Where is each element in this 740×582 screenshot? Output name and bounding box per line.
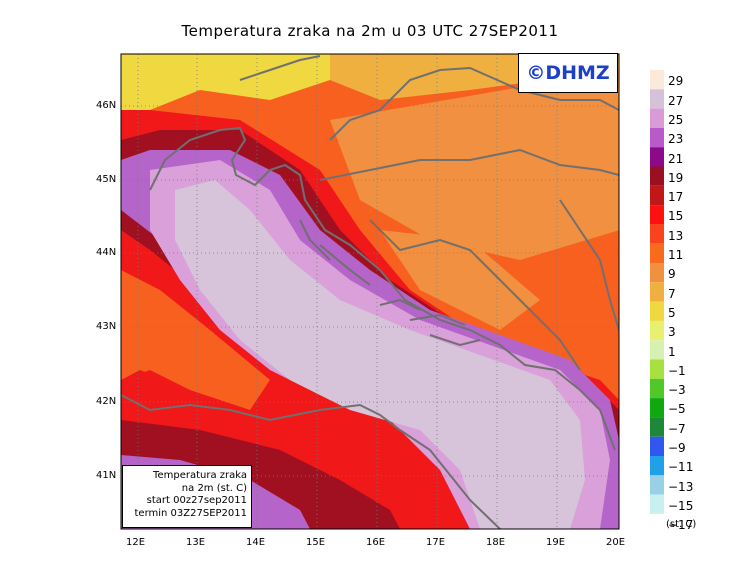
colorbar-label: 29 [668, 74, 684, 89]
colorbar-label: 5 [668, 305, 676, 320]
colorbar-swatch [650, 147, 664, 167]
colorbar-swatch [650, 417, 664, 437]
info-line-2: na 2m (st. C) [181, 482, 247, 494]
colorbar-label: −5 [668, 402, 686, 417]
colorbar-swatch [650, 301, 664, 321]
colorbar-swatch [650, 89, 664, 109]
info-line-3: start 00z27sep2011 [146, 495, 247, 506]
colorbar-unit: (st. C) [666, 519, 697, 530]
colorbar-label: 19 [668, 170, 684, 185]
y-tick-45n: 45N [96, 174, 117, 185]
coastline [121, 55, 619, 529]
colorbar-label: −13 [668, 479, 694, 494]
colorbar-label: 7 [668, 286, 676, 301]
colorbar-label: 9 [668, 267, 676, 282]
colorbar-swatch [650, 378, 664, 399]
colorbar-label: 1 [668, 344, 676, 359]
map-title: Temperatura zraka na 2m u 03 UTC 27SEP20… [181, 22, 559, 40]
colorbar-label: −17 [668, 518, 694, 533]
x-tick-16e: 16E [366, 537, 386, 548]
map-field [121, 54, 619, 529]
x-tick-20e: 20E [606, 537, 626, 548]
colorbar-swatch [650, 263, 664, 283]
colorbar-swatch [650, 359, 664, 379]
colorbar-swatch [650, 456, 664, 476]
colorbar-label: −7 [668, 421, 686, 436]
colorbar-swatch [650, 320, 664, 341]
colorbar-swatch [650, 185, 664, 206]
colorbar-label: 27 [668, 93, 684, 108]
x-tick-18e: 18E [486, 537, 506, 548]
colorbar-label: −15 [668, 498, 694, 513]
y-tick-44n: 44N [96, 247, 117, 258]
colorbar-label: 11 [668, 248, 684, 262]
colorbar-label: −11 [668, 460, 694, 475]
colorbar-label: 13 [668, 228, 684, 243]
info-line-1: Temperatura zraka [153, 470, 247, 481]
colorbar [650, 70, 664, 514]
colorbar-swatch [650, 127, 664, 148]
colorbar-swatch [650, 108, 664, 128]
x-tick-19e: 19E [546, 537, 566, 548]
colorbar-label: 15 [668, 209, 684, 224]
colorbar-swatch [650, 494, 664, 514]
info-box: Temperatura zraka na 2m (st. C) start 00… [122, 465, 252, 528]
colorbar-label: 23 [668, 132, 684, 147]
colorbar-label: 3 [668, 325, 676, 340]
x-tick-14e: 14E [246, 537, 266, 548]
colorbar-swatch [650, 398, 664, 418]
colorbar-label: 17 [668, 190, 684, 205]
y-tick-43n: 43N [96, 321, 117, 332]
colorbar-swatch [650, 282, 664, 302]
y-tick-41n: 41N [96, 470, 117, 481]
x-tick-17e: 17E [426, 537, 446, 548]
colorbar-label: −3 [668, 383, 686, 398]
dhmz-watermark: ©DHMZ [518, 53, 618, 93]
info-line-4: termin 03Z27SEP2011 [134, 507, 248, 519]
colorbar-swatch [650, 205, 664, 225]
colorbar-swatch [650, 340, 664, 360]
colorbar-label: 25 [668, 112, 684, 127]
colorbar-swatch [650, 475, 664, 495]
grid-lines [121, 54, 619, 529]
islands [299, 219, 481, 347]
map-frame [120, 53, 620, 530]
warm-inland-zone [330, 70, 619, 260]
x-tick-15e: 15E [306, 537, 326, 548]
colorbar-swatch [650, 436, 664, 456]
colorbar-swatch [650, 224, 664, 244]
colorbar-label: −1 [668, 363, 686, 378]
x-tick-13e: 13E [186, 537, 206, 548]
x-tick-12e: 12E [126, 537, 146, 548]
colorbar-swatch [650, 243, 664, 263]
colorbar-swatch [650, 70, 664, 90]
y-tick-46n: 46N [96, 100, 117, 111]
colorbar-swatch [650, 166, 664, 186]
y-tick-42n: 42N [96, 396, 117, 407]
colorbar-label: 21 [668, 151, 684, 166]
colorbar-label: −9 [668, 441, 686, 455]
